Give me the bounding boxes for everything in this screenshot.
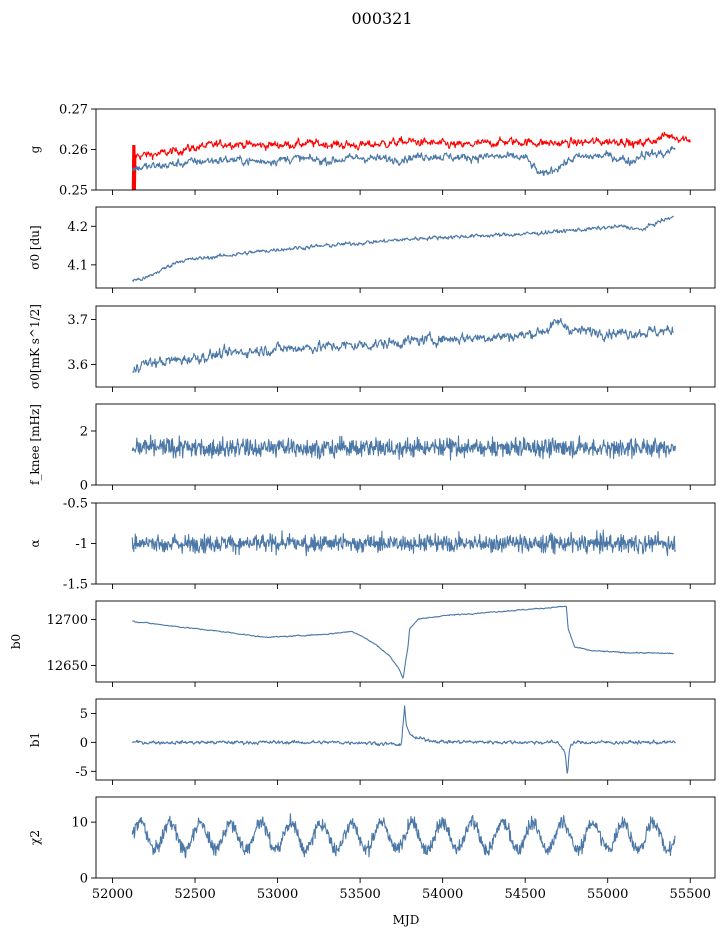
y-axis-label: α: [28, 539, 42, 547]
panels: 0.25 0.26 0.27 g 4.1 4.2 σ0 [du] 3.6 3.7 σ0[mK s^…: [9, 103, 716, 887]
series-line-sigma0_mks-0: [132, 317, 674, 374]
series-line-g-0: [131, 131, 691, 190]
y-axis-label: σ0 [du]: [28, 225, 42, 269]
y-tick-label: 10: [71, 816, 88, 831]
axes-frame: [95, 796, 716, 879]
y-tick-label: 5: [80, 707, 88, 722]
y-tick-label: 12700: [47, 613, 88, 628]
x-tick-label: 55500: [670, 887, 711, 902]
y-tick-label: 4.2: [67, 220, 88, 235]
series-line-sigma0_du-0: [132, 215, 674, 282]
y-axis-label: σ0[mK s^1/2]: [28, 304, 42, 389]
y-axis-label: f_knee [mHz]: [28, 404, 42, 485]
y-tick-label: 0: [80, 872, 88, 887]
axes-frame: [95, 600, 716, 683]
y-tick-label: -1.5: [63, 578, 88, 593]
axes-frame: [95, 305, 716, 388]
y-tick-label: 0: [80, 479, 88, 494]
series-line-b1-0: [131, 705, 676, 774]
x-axis-label: MJD: [393, 913, 420, 927]
y-tick-label: 0.25: [59, 184, 88, 199]
panel-b1: -5 0 5 b1: [28, 698, 716, 785]
y-tick-label: 4.1: [67, 258, 88, 273]
panel-alpha: -1.5 -1 -0.5 α: [28, 497, 716, 593]
series-line-g-1: [131, 145, 676, 177]
y-axis-label: χ2: [28, 830, 42, 845]
figure-title: 000321: [351, 9, 412, 28]
series-line-alpha-0: [131, 529, 676, 557]
y-tick-label: 3.6: [67, 358, 88, 373]
axes-frame: [95, 206, 716, 289]
series-line-b0-0: [132, 605, 674, 679]
panel-chi2: 0 10 χ2: [28, 796, 716, 887]
panel-fknee: 0 2 f_knee [mHz]: [28, 403, 716, 494]
y-tick-label: -0.5: [63, 497, 88, 512]
y-tick-label: 0.27: [59, 103, 88, 118]
y-axis-label: g: [28, 145, 42, 153]
axes-frame: [95, 698, 716, 781]
y-tick-label: 0: [80, 736, 88, 751]
x-tick-label: 54500: [504, 887, 545, 902]
x-tick-label: 52500: [174, 887, 215, 902]
series-line-chi2-0: [131, 813, 676, 859]
y-tick-label: -5: [75, 765, 88, 780]
x-tick-label: 53500: [339, 887, 380, 902]
panel-b0: 12650 12700 b0: [9, 600, 716, 687]
x-tick-labels: 52000 52500 53000 53500 54000 54500 55000 55500: [92, 887, 711, 902]
panel-sigma0_mks: 3.6 3.7 σ0[mK s^1/2]: [28, 304, 716, 392]
series-line-fknee-0: [131, 434, 676, 461]
panel-g: 0.25 0.26 0.27 g: [28, 103, 716, 199]
y-tick-label: 2: [80, 425, 88, 440]
x-tick-label: 52000: [92, 887, 133, 902]
panel-sigma0_du: 4.1 4.2 σ0 [du]: [28, 206, 716, 293]
y-axis-label: b0: [9, 634, 23, 649]
x-tick-label: 53000: [257, 887, 298, 902]
axes-frame: [95, 403, 716, 486]
y-tick-label: 0.26: [59, 143, 88, 158]
y-axis-label: b1: [28, 732, 42, 747]
y-tick-label: 12650: [47, 659, 88, 674]
x-tick-label: 54000: [422, 887, 463, 902]
y-tick-label: -1: [75, 537, 88, 552]
x-tick-label: 55000: [587, 887, 628, 902]
y-tick-label: 3.7: [67, 313, 88, 328]
